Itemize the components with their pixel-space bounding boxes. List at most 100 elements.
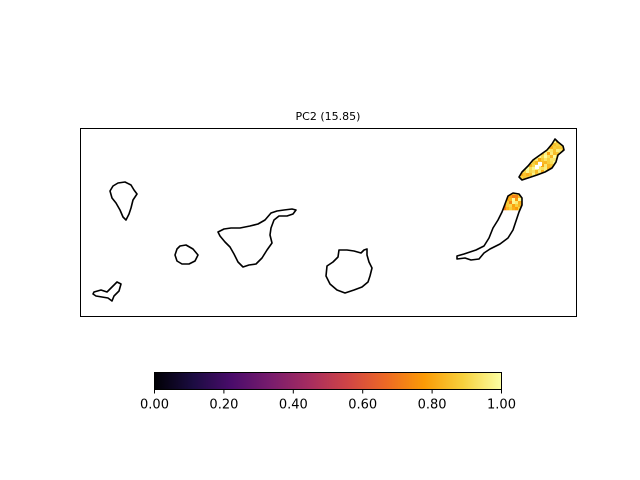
heatmap-cell — [541, 155, 545, 159]
heatmap-cell — [547, 149, 551, 153]
heatmap-cell — [550, 164, 554, 168]
heatmap-cell — [532, 164, 536, 168]
heatmap-cell — [518, 204, 522, 208]
heatmap-nodata-cell — [538, 162, 542, 166]
heatmap-cell — [512, 204, 516, 208]
map-title: PC2 (15.85) — [296, 110, 361, 123]
heatmap-cell — [559, 149, 563, 153]
heatmap-cell — [515, 204, 519, 208]
heatmap-cell — [541, 161, 545, 165]
heatmap-cell — [532, 161, 536, 165]
heatmap-cell — [506, 201, 510, 205]
heatmap-cell — [553, 143, 557, 147]
heatmap-cell — [550, 158, 554, 162]
heatmap-cell — [553, 158, 557, 162]
heatmap-cell — [515, 201, 519, 205]
heatmap-cell — [553, 140, 557, 144]
colorbar-tick-label: 0.80 — [418, 398, 447, 413]
colorbar-tick-label: 0.60 — [348, 398, 377, 413]
heatmap-cell — [503, 207, 507, 211]
heatmap-cell — [535, 170, 539, 174]
heatmap-cell — [547, 152, 551, 156]
heatmap-cell — [538, 155, 542, 159]
heatmap-cell — [556, 149, 560, 153]
heatmap-cell — [547, 155, 551, 159]
heatmap-cell — [553, 152, 557, 156]
heatmap-cell — [529, 173, 533, 177]
heatmap-cell — [544, 167, 548, 171]
heatmap-cell — [532, 167, 536, 171]
heatmap-cell — [535, 158, 539, 162]
heatmap-cell — [550, 161, 554, 165]
heatmap-cell — [556, 152, 560, 156]
heatmap-cell — [538, 170, 542, 174]
heatmap-cell — [520, 176, 524, 180]
colorbar-bar — [154, 372, 502, 390]
heatmap-cell — [535, 161, 539, 165]
heatmap-cell — [553, 149, 557, 153]
heatmap-cell — [529, 170, 533, 174]
heatmap-cell — [529, 164, 533, 168]
heatmap-cell — [556, 146, 560, 150]
heatmap-cell — [538, 167, 542, 171]
heatmap-cell — [506, 207, 510, 211]
map-axes-frame — [80, 128, 577, 317]
heatmap-cell — [550, 152, 554, 156]
heatmap-cell — [515, 198, 519, 202]
heatmap-cell — [512, 195, 516, 199]
heatmap-cell — [544, 164, 548, 168]
heatmap-cell — [544, 161, 548, 165]
heatmap-nodata-cell — [535, 165, 539, 169]
heatmap-cell — [512, 198, 516, 202]
heatmap-cell — [559, 146, 563, 150]
colorbar-tick-label: 0.40 — [279, 398, 308, 413]
heatmap-cell — [544, 152, 548, 156]
heatmap-cell — [547, 158, 551, 162]
colorbar-ticks: 0.00 0.20 0.40 0.60 0.80 1.00 — [140, 389, 516, 413]
heatmap-cell — [538, 158, 542, 162]
heatmap-cell — [509, 207, 513, 211]
island-gran-canaria — [325, 248, 373, 294]
heatmap-cell — [544, 155, 548, 159]
heatmap-cell — [544, 158, 548, 162]
heatmap-cell — [553, 146, 557, 150]
heatmap-cell — [541, 164, 545, 168]
island-el-hierro — [92, 281, 122, 302]
colorbar-tick-label: 0.00 — [140, 398, 169, 413]
heatmap-cell — [523, 170, 527, 174]
heatmap-cell — [512, 207, 516, 211]
heatmap-cell — [526, 167, 530, 171]
heatmap-cell — [520, 173, 524, 177]
heatmap-cell — [515, 207, 519, 211]
heatmap-cell — [541, 158, 545, 162]
island-tenerife — [217, 208, 297, 268]
heatmap-cell — [529, 167, 533, 171]
heatmap-cell — [526, 170, 530, 174]
heatmap-cell — [547, 164, 551, 168]
heatmap-cell — [541, 170, 545, 174]
heatmap-cell — [506, 198, 510, 202]
colorbar-tick-label: 0.20 — [209, 398, 238, 413]
heatmap-cell — [509, 201, 513, 205]
heatmap-cell — [512, 201, 516, 205]
heatmap-cell — [550, 155, 554, 159]
heatmap-cell — [523, 173, 527, 177]
heatmap-cell — [550, 146, 554, 150]
heatmap-cell — [547, 167, 551, 171]
island-fuerteventura — [456, 192, 523, 261]
heatmap-cell — [509, 195, 513, 199]
heatmap-cell — [518, 195, 522, 199]
colorbar-tick-label: 1.00 — [487, 398, 516, 413]
heatmap-cell — [526, 173, 530, 177]
heatmap-cell — [518, 201, 522, 205]
heatmap-cell — [515, 195, 519, 199]
island-la-palma — [109, 181, 138, 221]
heatmap-cell — [541, 167, 545, 171]
coastlines — [92, 138, 565, 302]
island-lanzarote — [518, 138, 565, 181]
heatmap-cell — [532, 170, 536, 174]
heatmap-cell — [532, 173, 536, 177]
heatmap-cell — [506, 204, 510, 208]
heatmap-cell — [523, 176, 527, 180]
